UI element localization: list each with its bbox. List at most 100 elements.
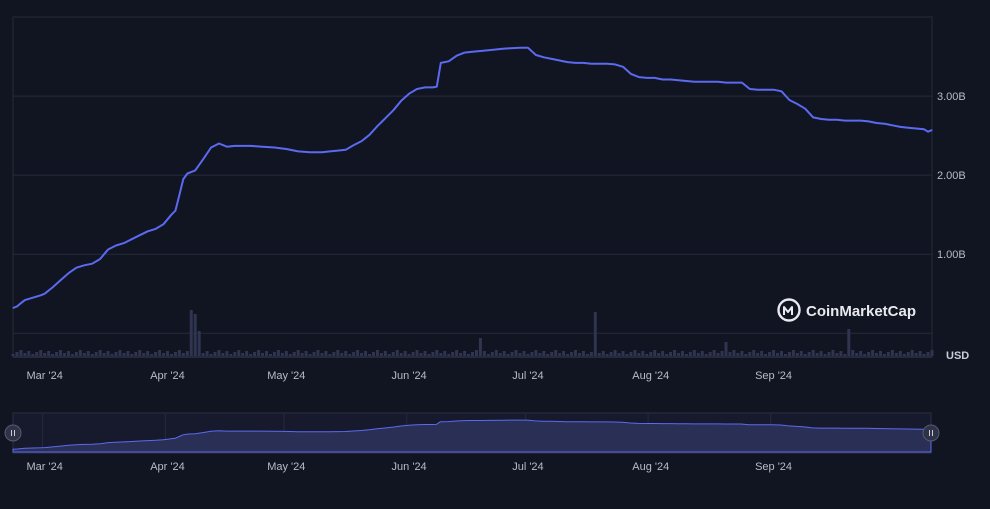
volume-bar [47,351,51,356]
data-point [479,50,482,52]
data-point [321,151,323,153]
data-point [186,172,188,175]
data-point [749,88,751,90]
navigator-x-tick-label: May '24 [267,461,305,473]
volume-bar [577,353,581,356]
volume-bar [673,350,677,356]
volume-bar [847,329,851,356]
navigator-area [12,419,932,453]
volume-bar [451,352,455,356]
volume-bar [304,351,308,356]
volume-bar [562,351,566,356]
volume-bar [732,350,736,356]
volume-bar [661,351,665,356]
volume-bar [173,352,177,356]
data-point [860,119,862,122]
volume-bar [193,314,197,356]
data-point [654,77,656,79]
data-point [218,142,220,145]
volume-bar [605,354,609,356]
volume-bar [443,351,447,356]
data-point [147,230,149,232]
volume-bar [930,350,934,356]
volume-bar [498,353,502,356]
data-point [622,66,624,68]
navigator-series-area [12,419,932,453]
volume-bar [74,352,78,356]
range-navigator[interactable]: Mar '24 Apr '24 May '24 Jun '24 Jul '24 Aug '… [4,412,940,473]
data-point [630,73,632,75]
data-point [812,116,814,119]
volume-bar [391,352,395,356]
volume-bar [431,352,435,356]
volume-bar [902,354,906,356]
volume-bar [447,354,451,356]
volume-bar [875,353,879,356]
data-point [103,253,105,255]
navigator-x-tick-label: Apr '24 [150,461,185,473]
data-point [261,146,264,148]
data-point [107,248,109,251]
data-point [83,264,85,266]
volume-bar [704,354,708,356]
volume-bar [633,350,637,356]
volume-bar [593,312,597,356]
grid-layer [12,16,933,358]
volume-bar [328,354,332,356]
navigator-left-handle[interactable] [4,424,22,442]
volume-bar [724,342,728,356]
volume-bar [177,350,181,356]
volume-bar [411,352,415,356]
volume-bar [859,351,863,356]
data-point [875,122,878,124]
x-tick-label: May '24 [267,370,305,382]
data-point [178,194,180,196]
volume-bar [799,351,803,356]
volume-bar [827,352,831,356]
volume-bar [657,353,661,356]
data-point [40,294,42,296]
x-tick-label: Mar '24 [27,370,63,382]
volume-bar [213,352,217,356]
data-point [456,55,458,57]
x-tick-label: Jun '24 [392,370,427,382]
volume-bar [205,351,209,356]
volume-bar [823,354,827,356]
volume-bar [684,354,688,356]
data-point [907,127,909,129]
data-point [432,86,434,88]
data-point [535,54,537,56]
volume-bar [514,350,518,356]
volume-bar [787,352,791,356]
volume-bar [395,350,399,356]
volume-bar [482,351,486,356]
data-point [551,58,553,60]
volume-bar [292,352,296,356]
data-point [182,178,184,180]
data-point [590,63,592,65]
data-point [376,125,379,127]
volume-bar [110,354,114,356]
volume-bar [142,353,146,356]
volume-bar [609,352,613,356]
data-point [899,126,901,128]
navigator-right-handle[interactable] [922,424,940,442]
data-point [448,60,450,62]
volume-bar [249,354,253,356]
volume-bar [566,354,570,356]
volume-bar [613,350,617,356]
data-point [685,80,688,82]
volume-bar [764,354,768,356]
y-tick-label: 3.00B [937,91,966,103]
data-point [463,51,466,54]
volume-bar [82,353,86,356]
volume-bar [522,351,526,356]
volume-bar [914,353,918,356]
volume-bar [439,353,443,356]
volume-bar [863,354,867,356]
volume-bar [368,354,372,356]
data-point [693,81,695,83]
data-point [780,90,783,92]
data-point [32,297,34,299]
